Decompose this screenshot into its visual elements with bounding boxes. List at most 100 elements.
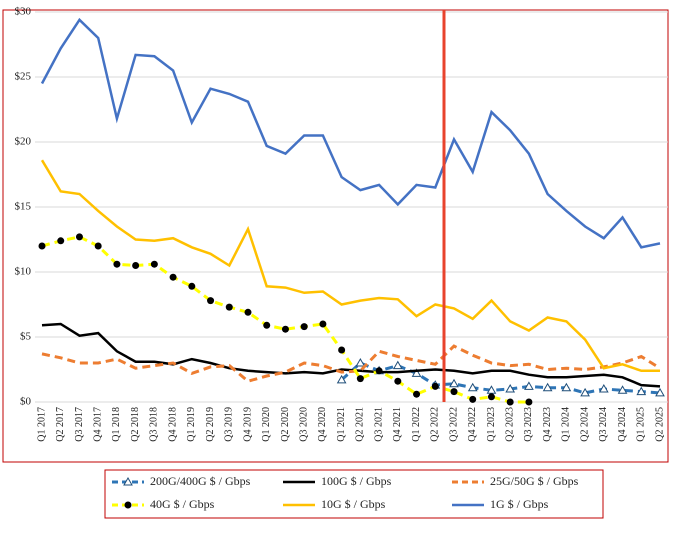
y-tick-label: $30 <box>15 6 32 18</box>
point-marker <box>394 377 402 385</box>
legend-marker <box>124 501 132 509</box>
x-tick-label: Q4 2018 <box>167 407 178 442</box>
series-line <box>41 235 529 404</box>
point-marker <box>300 323 308 331</box>
point-marker <box>319 320 327 328</box>
point-marker <box>525 398 533 406</box>
legend-label: 40G $ / Gbps <box>150 497 215 511</box>
legend-label: 100G $ / Gbps <box>321 474 392 488</box>
series-line <box>340 361 661 395</box>
point-marker <box>655 387 665 397</box>
legend-label: 200G/400G $ / Gbps <box>150 474 251 488</box>
x-tick-label: Q1 2017 <box>36 407 47 442</box>
series-line <box>41 344 661 383</box>
legend-label: 10G $ / Gbps <box>321 497 386 511</box>
point-marker <box>524 381 534 390</box>
x-tick-label: Q1 2025 <box>636 407 647 442</box>
series-line <box>41 322 661 388</box>
y-tick-label: $15 <box>15 201 32 213</box>
x-tick-label: Q1 2024 <box>561 407 572 442</box>
x-tick-label: Q2 2023 <box>504 407 515 442</box>
x-tick-label: Q2 2021 <box>355 407 366 442</box>
x-tick-label: Q3 2023 <box>523 407 534 442</box>
x-tick-label: Q4 2022 <box>467 407 478 442</box>
legend-frame <box>104 469 604 519</box>
point-marker <box>392 360 403 370</box>
legend-label: 1G $ / Gbps <box>490 497 549 511</box>
point-marker <box>486 385 497 394</box>
point-marker <box>636 386 647 396</box>
point-marker <box>281 325 289 333</box>
x-tick-label: Q3 2020 <box>298 407 309 442</box>
x-tick-label: Q1 2023 <box>486 407 497 442</box>
point-marker <box>207 297 215 305</box>
point-marker <box>355 357 366 367</box>
x-tick-label: Q1 2022 <box>411 407 422 442</box>
x-tick-label: Q4 2023 <box>542 407 553 442</box>
point-marker <box>431 382 439 390</box>
point-marker <box>75 233 83 241</box>
x-tick-label: Q3 2018 <box>149 407 160 442</box>
x-tick-label: Q3 2021 <box>373 407 384 442</box>
point-marker <box>38 242 46 250</box>
x-tick-label: Q3 2022 <box>448 407 459 442</box>
x-tick-label: Q3 2017 <box>74 407 85 442</box>
point-marker <box>487 393 495 401</box>
point-marker <box>356 375 364 383</box>
x-tick-label: Q4 2020 <box>317 407 328 442</box>
point-marker <box>244 308 252 316</box>
point-marker <box>188 282 196 290</box>
x-tick-label: Q2 2025 <box>654 407 665 442</box>
point-marker <box>506 398 514 406</box>
point-marker <box>150 260 158 268</box>
point-marker <box>505 383 516 393</box>
point-marker <box>57 237 65 245</box>
x-tick-label: Q3 2019 <box>224 407 235 442</box>
point-marker <box>413 390 421 398</box>
point-marker <box>617 385 628 394</box>
x-tick-label: Q2 2022 <box>430 407 441 442</box>
x-tick-label: Q2 2017 <box>55 407 66 442</box>
y-tick-label: $20 <box>15 136 32 148</box>
y-tick-label: $25 <box>15 71 32 83</box>
point-marker <box>263 321 271 329</box>
point-marker <box>469 395 477 403</box>
point-marker <box>580 387 590 397</box>
x-tick-label: Q1 2018 <box>111 407 122 442</box>
point-marker <box>598 383 609 393</box>
point-marker <box>542 382 553 392</box>
point-marker <box>225 303 233 311</box>
x-tick-label: Q2 2020 <box>280 407 291 442</box>
point-marker <box>375 367 383 375</box>
x-tick-label: Q1 2020 <box>261 407 272 442</box>
series-line <box>40 159 660 373</box>
point-marker <box>336 374 347 384</box>
y-tick-label: $5 <box>20 331 32 343</box>
point-marker <box>338 346 346 354</box>
x-tick-label: Q4 2021 <box>392 407 403 442</box>
point-marker <box>132 262 140 269</box>
y-tick-label: $0 <box>20 396 32 408</box>
x-tick-label: Q1 2019 <box>186 407 197 442</box>
point-marker <box>411 368 422 377</box>
point-marker <box>450 388 458 396</box>
series-line <box>40 17 661 249</box>
point-marker <box>169 273 177 281</box>
x-tick-label: Q3 2024 <box>598 407 609 442</box>
chart-frame <box>2 9 669 463</box>
legend-marker <box>123 476 133 486</box>
legend-label: 25G/50G $ / Gbps <box>490 474 579 488</box>
x-tick-label: Q4 2019 <box>242 407 253 442</box>
point-marker <box>113 260 121 268</box>
x-tick-label: Q4 2024 <box>617 407 628 442</box>
x-tick-label: Q2 2024 <box>579 407 590 442</box>
y-tick-label: $10 <box>15 266 32 278</box>
point-marker <box>94 242 102 250</box>
x-tick-label: Q4 2017 <box>92 407 103 442</box>
x-tick-label: Q1 2021 <box>336 407 347 442</box>
point-marker <box>449 378 459 388</box>
x-tick-label: Q2 2018 <box>130 407 141 442</box>
x-tick-label: Q2 2019 <box>205 407 216 442</box>
point-marker <box>467 382 478 392</box>
